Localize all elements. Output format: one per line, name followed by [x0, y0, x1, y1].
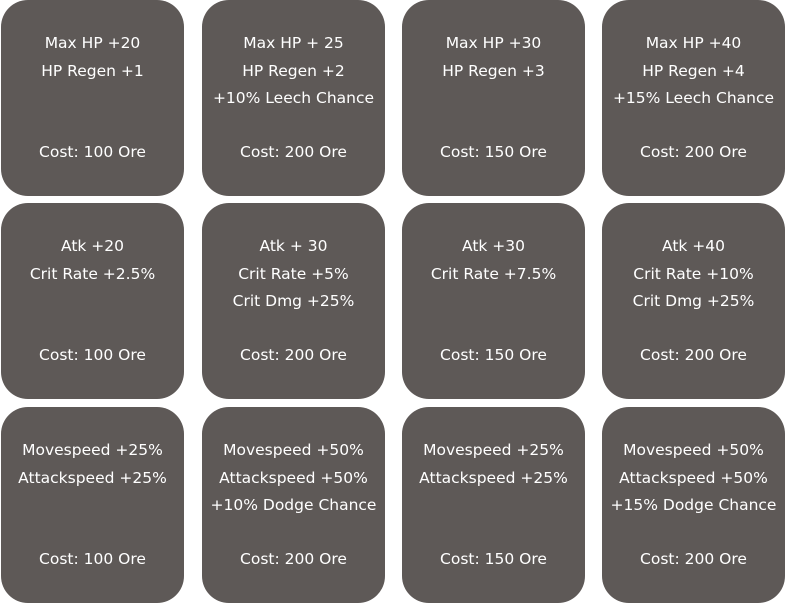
upgrade-cost: Cost: 150 Ore	[440, 143, 547, 161]
upgrade-card-speed-tier-4[interactable]: Movespeed +50% Attackspeed +50% +15% Dod…	[602, 407, 785, 603]
upgrade-stats: Movespeed +50% Attackspeed +50% +10% Dod…	[202, 437, 385, 520]
stat-line: Max HP + 25	[243, 34, 344, 52]
upgrade-cost: Cost: 100 Ore	[39, 143, 146, 161]
stat-line: +10% Dodge Chance	[210, 496, 377, 514]
stat-line: HP Regen +3	[442, 61, 545, 80]
stat-line: Movespeed +25%	[423, 441, 564, 459]
stat-line: +15% Dodge Chance	[610, 496, 777, 514]
upgrade-cost: Cost: 150 Ore	[440, 550, 547, 568]
stat-line: Max HP +30	[445, 34, 542, 52]
upgrade-stats: Atk +30 Crit Rate +7.5%	[402, 233, 585, 288]
stat-line: Movespeed +50%	[623, 441, 764, 459]
stat-line: +10% Leech Chance	[212, 89, 375, 107]
stat-line: Atk +30	[461, 237, 526, 255]
stat-line: +15% Leech Chance	[612, 89, 775, 107]
stat-line: Crit Dmg +25%	[632, 292, 755, 310]
upgrade-card-speed-tier-3[interactable]: Movespeed +25% Attackspeed +25% Cost: 15…	[402, 407, 585, 603]
stat-line: Crit Rate +10%	[633, 264, 754, 283]
upgrade-stats: Atk +20 Crit Rate +2.5%	[1, 233, 184, 288]
upgrade-card-atk-tier-3[interactable]: Atk +30 Crit Rate +7.5% Cost: 150 Ore	[402, 203, 585, 399]
upgrade-cost: Cost: 100 Ore	[39, 346, 146, 364]
stat-line: Attackspeed +25%	[18, 468, 167, 487]
upgrade-cost: Cost: 200 Ore	[240, 346, 347, 364]
stat-line: Attackspeed +25%	[419, 468, 568, 487]
upgrade-card-atk-tier-4[interactable]: Atk +40 Crit Rate +10% Crit Dmg +25% Cos…	[602, 203, 785, 399]
upgrade-card-atk-tier-2[interactable]: Atk + 30 Crit Rate +5% Crit Dmg +25% Cos…	[202, 203, 385, 399]
upgrade-card-atk-tier-1[interactable]: Atk +20 Crit Rate +2.5% Cost: 100 Ore	[1, 203, 184, 399]
upgrade-card-hp-tier-3[interactable]: Max HP +30 HP Regen +3 Cost: 150 Ore	[402, 0, 585, 196]
upgrade-cost: Cost: 200 Ore	[640, 143, 747, 161]
stat-line: Crit Rate +2.5%	[29, 264, 156, 283]
upgrade-stats: Movespeed +50% Attackspeed +50% +15% Dod…	[602, 437, 785, 520]
upgrade-card-hp-tier-2[interactable]: Max HP + 25 HP Regen +2 +10% Leech Chanc…	[202, 0, 385, 196]
upgrade-card-hp-tier-1[interactable]: Max HP +20 HP Regen +1 Cost: 100 Ore	[1, 0, 184, 196]
stat-line: HP Regen +2	[242, 61, 345, 80]
stat-line: Atk +40	[661, 237, 726, 255]
stat-line: HP Regen +1	[41, 61, 144, 80]
upgrade-card-speed-tier-2[interactable]: Movespeed +50% Attackspeed +50% +10% Dod…	[202, 407, 385, 603]
stat-line: Atk + 30	[259, 237, 328, 255]
upgrade-card-speed-tier-1[interactable]: Movespeed +25% Attackspeed +25% Cost: 10…	[1, 407, 184, 603]
stat-line: Movespeed +25%	[22, 441, 163, 459]
upgrade-cost: Cost: 100 Ore	[39, 550, 146, 568]
stat-line: Crit Rate +7.5%	[430, 264, 557, 283]
stat-line: HP Regen +4	[642, 61, 745, 80]
stat-line: Attackspeed +50%	[619, 468, 768, 487]
upgrade-stats: Max HP +20 HP Regen +1	[1, 30, 184, 85]
upgrade-stats: Max HP +40 HP Regen +4 +15% Leech Chance	[602, 30, 785, 113]
stat-line: Atk +20	[60, 237, 125, 255]
stat-line: Max HP +20	[44, 34, 141, 52]
stat-line: Movespeed +50%	[223, 441, 364, 459]
upgrade-card-hp-tier-4[interactable]: Max HP +40 HP Regen +4 +15% Leech Chance…	[602, 0, 785, 196]
upgrade-stats: Max HP + 25 HP Regen +2 +10% Leech Chanc…	[202, 30, 385, 113]
upgrade-stats: Movespeed +25% Attackspeed +25%	[402, 437, 585, 492]
upgrade-cost: Cost: 200 Ore	[640, 346, 747, 364]
upgrade-stats: Atk +40 Crit Rate +10% Crit Dmg +25%	[602, 233, 785, 316]
stat-line: Crit Dmg +25%	[232, 292, 355, 310]
upgrade-stats: Max HP +30 HP Regen +3	[402, 30, 585, 85]
upgrade-cost: Cost: 150 Ore	[440, 346, 547, 364]
upgrade-cost: Cost: 200 Ore	[240, 143, 347, 161]
upgrade-stats: Movespeed +25% Attackspeed +25%	[1, 437, 184, 492]
upgrade-stats: Atk + 30 Crit Rate +5% Crit Dmg +25%	[202, 233, 385, 316]
stat-line: Crit Rate +5%	[238, 264, 349, 283]
upgrade-cost: Cost: 200 Ore	[240, 550, 347, 568]
stat-line: Max HP +40	[645, 34, 742, 52]
upgrade-cost: Cost: 200 Ore	[640, 550, 747, 568]
stat-line: Attackspeed +50%	[219, 468, 368, 487]
